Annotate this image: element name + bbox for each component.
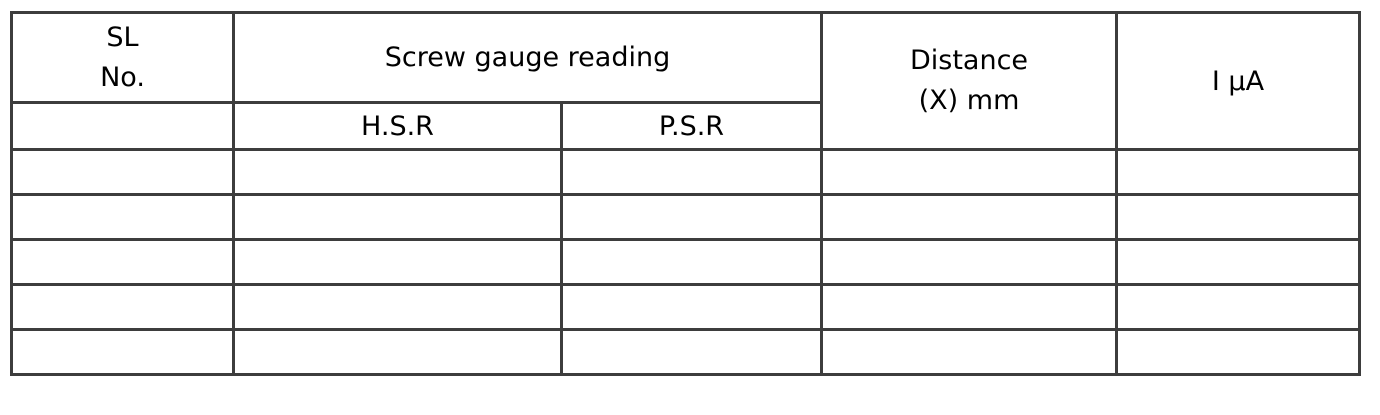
header-sl-line2: No. bbox=[100, 61, 145, 93]
empty-cell bbox=[1115, 193, 1361, 241]
header-sl-empty-cell bbox=[10, 101, 235, 151]
empty-cell bbox=[10, 283, 235, 331]
empty-cell bbox=[820, 283, 1118, 331]
empty-data-row bbox=[10, 283, 1361, 331]
empty-cell bbox=[10, 193, 235, 241]
empty-cell bbox=[1115, 148, 1361, 196]
header-row-1: SL No. Screw gauge reading Distance (X) … bbox=[10, 11, 1361, 151]
empty-cell bbox=[560, 283, 823, 331]
empty-cell bbox=[10, 148, 235, 196]
empty-data-row bbox=[10, 193, 1361, 241]
empty-cell bbox=[1115, 283, 1361, 331]
header-distance-line1: Distance bbox=[909, 45, 1029, 76]
empty-data-row bbox=[10, 238, 1361, 286]
header-current: I μA bbox=[1115, 11, 1361, 151]
header-distance: Distance (X) mm bbox=[820, 11, 1118, 151]
empty-cell bbox=[560, 328, 823, 376]
header-psr: P.S.R bbox=[560, 101, 823, 151]
empty-cell bbox=[1115, 238, 1361, 286]
header-row-2: H.S.R P.S.R bbox=[10, 101, 1360, 151]
empty-cell bbox=[232, 193, 563, 241]
empty-data-row bbox=[10, 328, 1361, 376]
empty-cell bbox=[560, 148, 823, 196]
empty-cell bbox=[10, 328, 235, 376]
header-sl-no: SL No. bbox=[10, 11, 235, 104]
empty-cell bbox=[232, 238, 563, 286]
empty-cell bbox=[820, 238, 1118, 286]
header-screw-gauge-reading: Screw gauge reading bbox=[232, 11, 823, 104]
empty-cell bbox=[560, 193, 823, 241]
header-hsr: H.S.R bbox=[232, 101, 563, 151]
empty-cell bbox=[232, 283, 563, 331]
table-body bbox=[10, 148, 1361, 376]
empty-cell bbox=[1115, 328, 1361, 376]
empty-cell bbox=[232, 328, 563, 376]
header-sl-line1: SL bbox=[106, 21, 139, 53]
empty-cell bbox=[820, 328, 1118, 376]
empty-cell bbox=[820, 148, 1118, 196]
empty-cell bbox=[10, 238, 235, 286]
empty-cell bbox=[560, 238, 823, 286]
observation-table: SL No. Screw gauge reading Distance (X) … bbox=[10, 11, 1361, 376]
empty-cell bbox=[232, 148, 563, 196]
table-header-section: SL No. Screw gauge reading Distance (X) … bbox=[10, 11, 1361, 151]
empty-data-row bbox=[10, 148, 1361, 196]
header-distance-line2: (X) mm bbox=[918, 85, 1020, 116]
empty-cell bbox=[820, 193, 1118, 241]
